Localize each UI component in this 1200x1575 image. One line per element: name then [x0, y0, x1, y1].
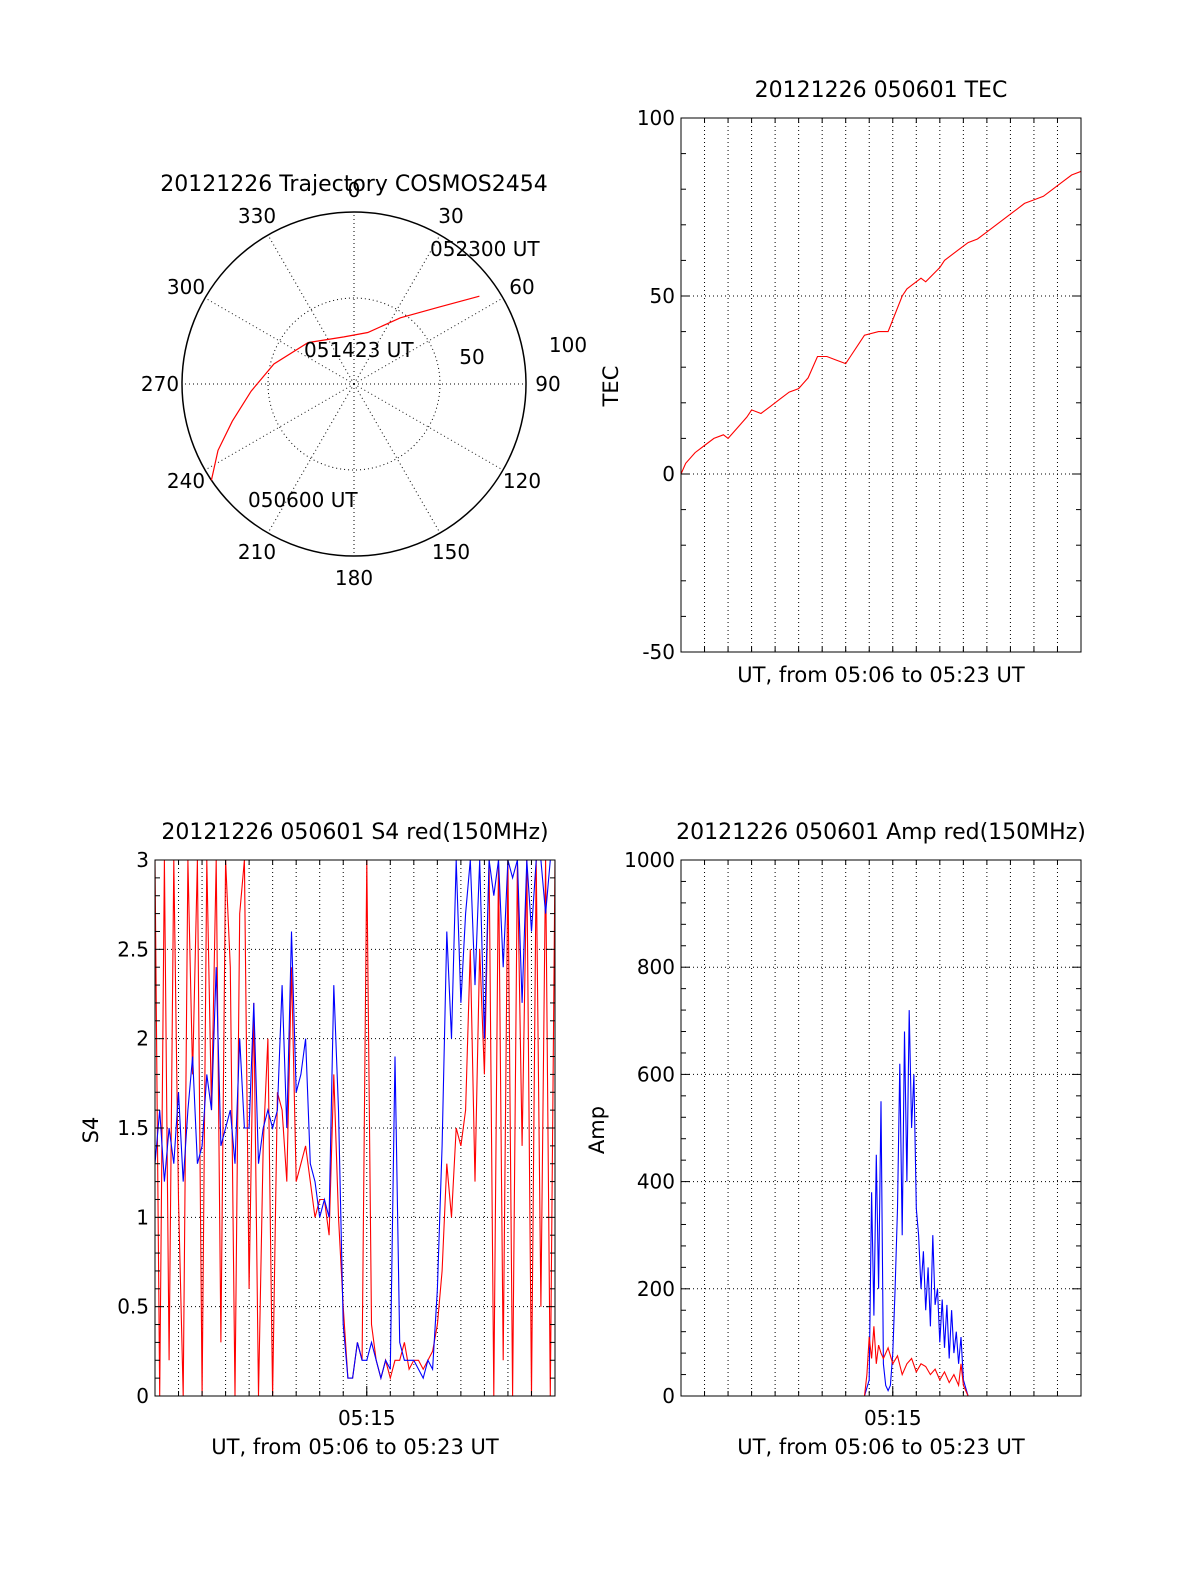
horizon-circle [181, 211, 527, 557]
tec-plot-area: -50 0 50 100 [637, 106, 1082, 664]
azimuth-label: 90 [535, 372, 560, 396]
tec-ylabel: TEC [599, 366, 623, 408]
track-end-label: 052300 UT [430, 237, 540, 261]
y-tick-label: 2.5 [117, 937, 149, 961]
polar-spoke [204, 383, 355, 471]
azimuth-label: 0 [348, 178, 361, 202]
azimuth-labels: 0 30 60 90 120 150 180 210 240 270 300 330 [141, 178, 561, 590]
y-tick-label: 0 [662, 462, 675, 486]
y-tick-label: 2 [136, 1027, 149, 1051]
trajectory-title: 20121226 Trajectory COSMOS2454 [160, 172, 547, 197]
azimuth-label: 150 [432, 540, 470, 564]
azimuth-label: 210 [238, 540, 276, 564]
polar-grid [182, 212, 526, 556]
y-tick-label: 1.5 [117, 1116, 149, 1140]
amp-plot-area: 0 200 400 600 800 1000 05:15 [624, 848, 1082, 1430]
polar-spoke [267, 234, 355, 385]
polar-spoke [353, 383, 504, 471]
polar-spoke [204, 297, 355, 385]
s4-panel: 20121226 050601 S4 red(150MHz) UT, from … [79, 820, 556, 1459]
azimuth-label: 120 [503, 469, 541, 493]
plot-frame [680, 859, 1082, 1397]
ring-label-100: 100 [549, 333, 587, 357]
track-start-label: 050600 UT [248, 488, 358, 512]
x-tick-label: 05:15 [338, 1406, 396, 1430]
s4-xlabel: UT, from 05:06 to 05:23 UT [211, 1435, 499, 1459]
ring-label-50: 50 [459, 345, 484, 369]
y-tick-label: 100 [637, 106, 675, 130]
polar-spoke [353, 297, 504, 385]
y-tick-label: 200 [637, 1277, 675, 1301]
amp-ylabel: Amp [585, 1106, 609, 1154]
series-line-blue [155, 860, 555, 1381]
y-tick-label: 0 [136, 1384, 149, 1408]
satellite-track-line [210, 295, 480, 481]
azimuth-label: 300 [167, 275, 205, 299]
series-line-blue [681, 1010, 1081, 1396]
y-tick-label: 0 [662, 1384, 675, 1408]
tec-panel: 20121226 050601 TEC UT, from 05:06 to 05… [599, 78, 1082, 687]
azimuth-label: 180 [335, 566, 373, 590]
y-tick-label: 400 [637, 1170, 675, 1194]
tec-xlabel: UT, from 05:06 to 05:23 UT [737, 663, 1025, 687]
x-tick-label: 05:15 [864, 1406, 922, 1430]
azimuth-label: 60 [509, 275, 534, 299]
azimuth-label: 270 [141, 372, 179, 396]
s4-ylabel: S4 [79, 1117, 103, 1144]
y-tick-label: 1000 [624, 848, 675, 872]
y-tick-label: 800 [637, 955, 675, 979]
y-tick-label: 1 [136, 1205, 149, 1229]
y-tick-label: 3 [136, 848, 149, 872]
series-line-red [681, 170, 1081, 475]
azimuth-label: 30 [438, 204, 463, 228]
plot-frame [680, 117, 1082, 653]
s4-plot-area: 0 0.5 1 1.5 2 2.5 3 05:15 [117, 848, 556, 1430]
azimuth-label: 330 [238, 204, 276, 228]
y-tick-label: -50 [642, 640, 675, 664]
tec-title: 20121226 050601 TEC [755, 78, 1008, 103]
amp-panel: 20121226 050601 Amp red(150MHz) UT, from… [585, 820, 1086, 1459]
series-line-red [681, 1326, 1081, 1396]
track-midpoint-label: 051423 UT [304, 338, 414, 362]
s4-title: 20121226 050601 S4 red(150MHz) [161, 820, 548, 845]
azimuth-label: 240 [167, 469, 205, 493]
amp-title: 20121226 050601 Amp red(150MHz) [676, 820, 1086, 845]
y-tick-label: 600 [637, 1062, 675, 1086]
polar-spoke [353, 383, 441, 534]
amp-xlabel: UT, from 05:06 to 05:23 UT [737, 1435, 1025, 1459]
y-tick-label: 0.5 [117, 1295, 149, 1319]
polar-ring [267, 297, 441, 471]
trajectory-polar-plot: 20121226 Trajectory COSMOS2454 0 30 60 90 12… [141, 172, 587, 590]
y-tick-label: 50 [650, 284, 675, 308]
polar-spoke [353, 234, 441, 385]
polar-spoke [267, 383, 355, 534]
